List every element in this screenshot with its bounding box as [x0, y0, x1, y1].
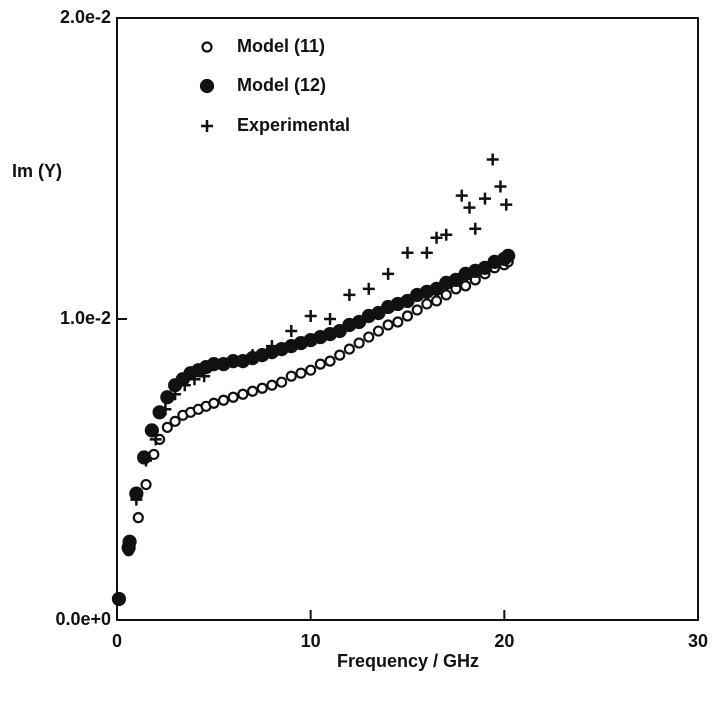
data-point — [285, 325, 298, 338]
data-point — [237, 388, 249, 400]
data-point — [343, 343, 355, 355]
x-axis-label: Frequency / GHz — [337, 651, 479, 671]
x-tick-label: 30 — [688, 631, 708, 651]
data-point — [362, 282, 375, 295]
legend-label: Experimental — [237, 115, 350, 135]
data-point — [169, 388, 182, 401]
data-point — [161, 421, 173, 433]
data-point — [285, 370, 297, 382]
data-point — [455, 189, 468, 202]
y-tick-label: 1.0e-2 — [60, 308, 111, 328]
data-point — [500, 198, 513, 211]
data-point — [159, 403, 172, 416]
data-point — [478, 192, 491, 205]
data-point — [276, 376, 288, 388]
data-point — [372, 325, 385, 337]
data-point — [265, 340, 278, 353]
data-point — [188, 373, 201, 386]
legend-marker — [201, 120, 213, 132]
data-point — [130, 493, 143, 506]
data-point — [494, 180, 507, 193]
data-point — [266, 379, 278, 391]
data-point — [401, 246, 414, 259]
data-point — [440, 228, 453, 241]
data-point — [486, 153, 499, 166]
data-point — [149, 433, 162, 446]
data-point — [304, 309, 317, 322]
data-point — [208, 397, 220, 409]
data-point — [411, 304, 423, 316]
data-point — [353, 337, 365, 349]
data-point — [440, 289, 452, 301]
legend-marker — [201, 41, 213, 53]
data-point — [343, 288, 356, 301]
y-tick-label: 2.0e-2 — [60, 7, 111, 27]
x-tick-label: 0 — [112, 631, 122, 651]
data-point — [178, 379, 191, 392]
data-point — [501, 248, 516, 263]
data-point — [140, 454, 153, 467]
data-point — [305, 364, 317, 376]
data-point — [392, 316, 404, 328]
data-point — [420, 246, 433, 259]
data-point — [140, 478, 152, 491]
data-point — [295, 367, 307, 379]
data-point — [430, 295, 443, 307]
x-tick-label: 10 — [301, 631, 321, 651]
data-point — [363, 331, 375, 343]
data-point — [122, 534, 137, 549]
data-point — [227, 355, 240, 368]
data-point — [421, 298, 433, 310]
data-point — [382, 267, 395, 280]
y-axis-label: Im (Y) — [12, 161, 62, 181]
data-point — [217, 394, 230, 406]
legend-marker — [199, 78, 215, 94]
data-point — [144, 423, 159, 438]
x-tick-label: 20 — [494, 631, 514, 651]
data-point — [132, 512, 144, 524]
data-point — [198, 370, 211, 383]
data-point — [256, 382, 268, 394]
data-point — [401, 310, 414, 322]
data-point — [463, 201, 476, 214]
data-point — [430, 231, 443, 244]
data-point — [324, 313, 337, 325]
data-point — [334, 349, 346, 361]
y-tick-label: 0.0e+0 — [55, 609, 111, 629]
data-point — [469, 222, 482, 235]
legend-label: Model (11) — [237, 36, 325, 56]
data-point — [324, 355, 336, 367]
data-point — [246, 385, 259, 397]
data-point — [111, 591, 127, 607]
legend-label: Model (12) — [237, 75, 326, 95]
data-point — [227, 391, 239, 403]
data-point — [382, 319, 394, 331]
data-point — [207, 358, 220, 371]
data-point — [460, 280, 472, 292]
data-point — [169, 415, 181, 427]
data-point — [246, 349, 259, 362]
data-point — [314, 358, 326, 370]
